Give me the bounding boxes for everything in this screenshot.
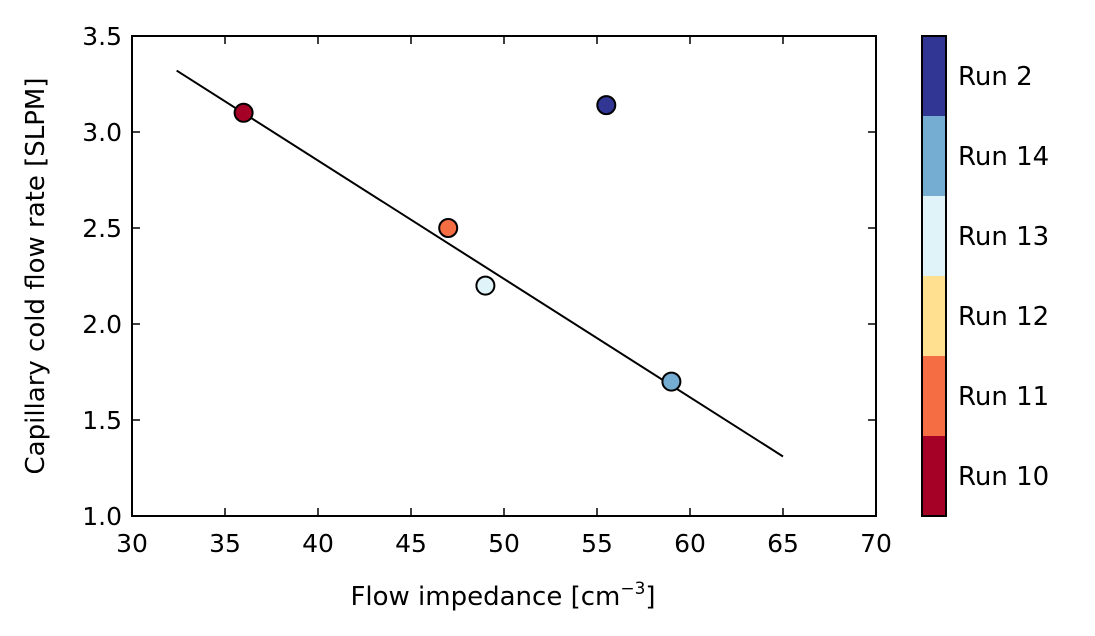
colorbar-label: Run 12 xyxy=(958,302,1049,332)
x-tick-label: 35 xyxy=(209,529,241,558)
colorbar-segment xyxy=(922,116,946,196)
colorbar-label: Run 10 xyxy=(958,462,1049,492)
plot-area xyxy=(131,35,877,517)
y-tick-label: 3.0 xyxy=(82,118,122,147)
colorbar-segment xyxy=(922,436,946,516)
x-tick-label: 55 xyxy=(581,529,613,558)
data-point xyxy=(596,95,617,116)
data-point xyxy=(233,102,254,123)
y-tick-label: 2.0 xyxy=(82,310,122,339)
colorbar-label: Run 13 xyxy=(958,222,1049,252)
x-tick-label: 65 xyxy=(767,529,799,558)
data-point xyxy=(475,275,496,296)
colorbar-label: Run 2 xyxy=(958,62,1033,92)
y-axis-label: Capillary cold flow rate [SLPM] xyxy=(21,77,51,474)
x-tick-label: 70 xyxy=(860,529,892,558)
colorbar-label: Run 14 xyxy=(958,142,1049,172)
x-axis-label: Flow impedance [cm−3] xyxy=(350,579,655,612)
colorbar-frame xyxy=(921,35,947,517)
x-tick-label: 50 xyxy=(488,529,520,558)
data-point xyxy=(438,218,459,238)
x-tick-label: 45 xyxy=(395,529,427,558)
y-tick-label: 3.5 xyxy=(82,22,122,51)
x-tick-label: 60 xyxy=(674,529,706,558)
colorbar: Run 10 Run 11 Run 12 Run 13 Run 14 Run 2 xyxy=(921,35,1049,517)
colorbar-segment xyxy=(922,276,946,356)
x-tick-label: 30 xyxy=(116,529,148,558)
colorbar-segment xyxy=(922,36,946,116)
data-point xyxy=(661,371,682,392)
colorbar-segment xyxy=(922,356,946,436)
fit-line xyxy=(176,69,784,458)
y-tick-label: 1.0 xyxy=(82,502,122,531)
y-tick-label: 1.5 xyxy=(82,406,122,435)
y-axis-ticks: 1.0 1.5 2.0 2.5 3.0 3.5 xyxy=(82,22,876,531)
x-tick-label: 40 xyxy=(302,529,334,558)
x-axis-ticks: 30 35 40 45 50 55 60 65 70 xyxy=(116,36,892,558)
y-tick-label: 2.5 xyxy=(82,214,122,243)
colorbar-label: Run 11 xyxy=(958,382,1049,412)
colorbar-segment xyxy=(922,196,946,276)
